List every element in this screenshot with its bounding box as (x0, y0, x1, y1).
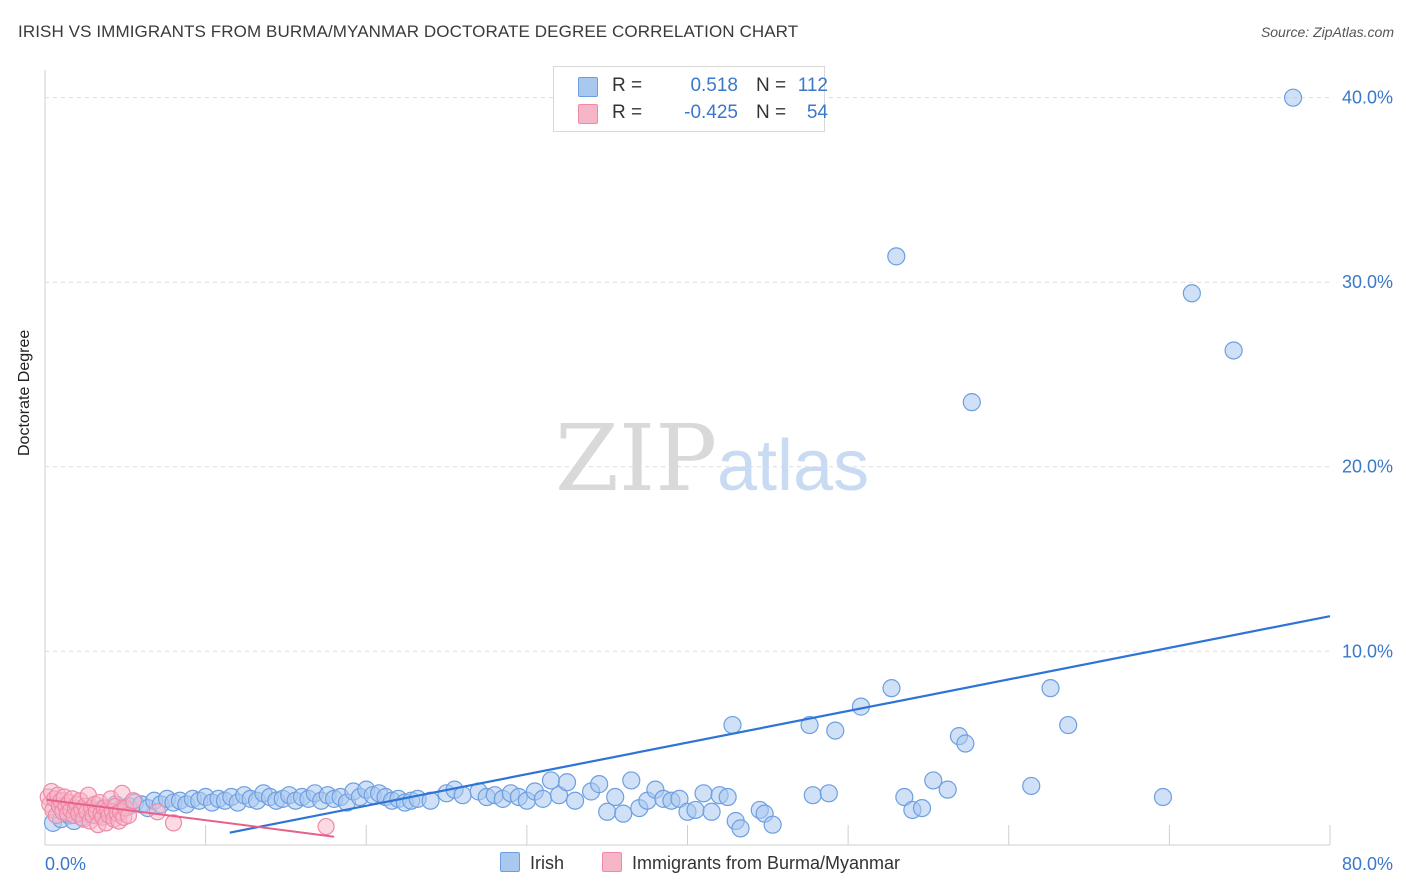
watermark-zip: ZIP (555, 405, 717, 512)
correlation-legend: R = 0.518 N = 112 R = -0.425 N = 54 (553, 66, 828, 132)
burma-n-label: N = (756, 102, 787, 123)
burma-point-50 (124, 792, 142, 810)
irish-point-115 (1022, 776, 1041, 796)
bottom-irish-swatch (500, 852, 520, 872)
irish-point-74 (557, 773, 577, 792)
irish-point-91 (702, 802, 721, 821)
irish-point-121 (1283, 88, 1303, 107)
bottom-legend-irish: Irish (500, 852, 564, 874)
irish-trend-line (229, 615, 1331, 834)
y-tick-label-30: 30.0% (1342, 272, 1393, 292)
bottom-irish-label: Irish (530, 853, 565, 873)
irish-point-81 (622, 771, 641, 790)
irish-point-75 (565, 791, 585, 810)
irish-point-73 (549, 786, 569, 805)
irish-point-93 (718, 787, 737, 807)
irish-n-value: 112 (797, 75, 828, 96)
y-tick-labels: 10.0% 20.0% 30.0% 40.0% (1342, 88, 1393, 662)
irish-point-100 (800, 715, 819, 735)
irish-point-106 (887, 247, 906, 266)
irish-point-116 (1041, 679, 1060, 698)
burma-points (39, 782, 335, 836)
irish-point-114 (956, 734, 975, 753)
burma-trend-line (46, 798, 335, 838)
irish-point-107 (895, 787, 914, 807)
burma-n-value: 54 (806, 102, 828, 123)
burma-swatch (578, 104, 598, 124)
gridlines (45, 97, 1330, 652)
irish-point-62 (453, 786, 472, 805)
irish-point-90 (694, 784, 713, 803)
watermark: ZIP atlas (555, 405, 869, 512)
y-tick-label-40: 40.0% (1342, 88, 1393, 108)
chart-title: IRISH VS IMMIGRANTS FROM BURMA/MYANMAR D… (18, 22, 799, 41)
y-tick-label-20: 20.0% (1342, 457, 1393, 477)
irish-point-105 (882, 679, 901, 698)
irish-point-117 (1059, 715, 1078, 735)
irish-point-119 (1182, 284, 1201, 303)
irish-r-value: 0.518 (690, 75, 738, 96)
irish-point-103 (826, 721, 845, 740)
bottom-burma-label: Immigrants from Burma/Myanmar (632, 853, 901, 873)
burma-point-51 (148, 803, 167, 821)
irish-point-111 (938, 780, 957, 799)
irish-point-87 (670, 789, 689, 808)
burma-r-label: R = (612, 102, 643, 123)
irish-point-96 (731, 819, 750, 838)
x-tick-label-max: 80.0% (1342, 854, 1393, 874)
irish-point-118 (1153, 787, 1173, 807)
irish-point-120 (1224, 341, 1243, 360)
source-label: Source: ZipAtlas.com (1260, 24, 1394, 40)
irish-point-89 (686, 800, 705, 820)
irish-swatch (578, 77, 598, 97)
irish-point-113 (962, 393, 981, 412)
irish-point-101 (803, 786, 822, 805)
irish-point-99 (763, 815, 782, 834)
irish-n-label: N = (756, 75, 787, 96)
bottom-legend-burma: Immigrants from Burma/Myanmar (602, 852, 900, 874)
irish-point-102 (819, 784, 838, 803)
bottom-burma-swatch (602, 852, 622, 872)
watermark-atlas: atlas (717, 426, 869, 506)
irish-point-94 (723, 715, 742, 735)
irish-point-77 (590, 775, 609, 794)
y-tick-label-10: 10.0% (1342, 641, 1393, 661)
burma-point-53 (317, 817, 335, 836)
burma-point-52 (164, 814, 183, 832)
irish-r-label: R = (612, 75, 643, 96)
irish-point-71 (533, 789, 553, 808)
irish-point-110 (924, 771, 943, 790)
x-tick-label-min: 0.0% (45, 854, 86, 874)
x-axis-ticks (44, 825, 1331, 846)
burma-r-value: -0.425 (684, 102, 738, 123)
irish-point-109 (912, 798, 932, 818)
irish-point-80 (614, 804, 633, 823)
irish-point-79 (606, 787, 625, 807)
